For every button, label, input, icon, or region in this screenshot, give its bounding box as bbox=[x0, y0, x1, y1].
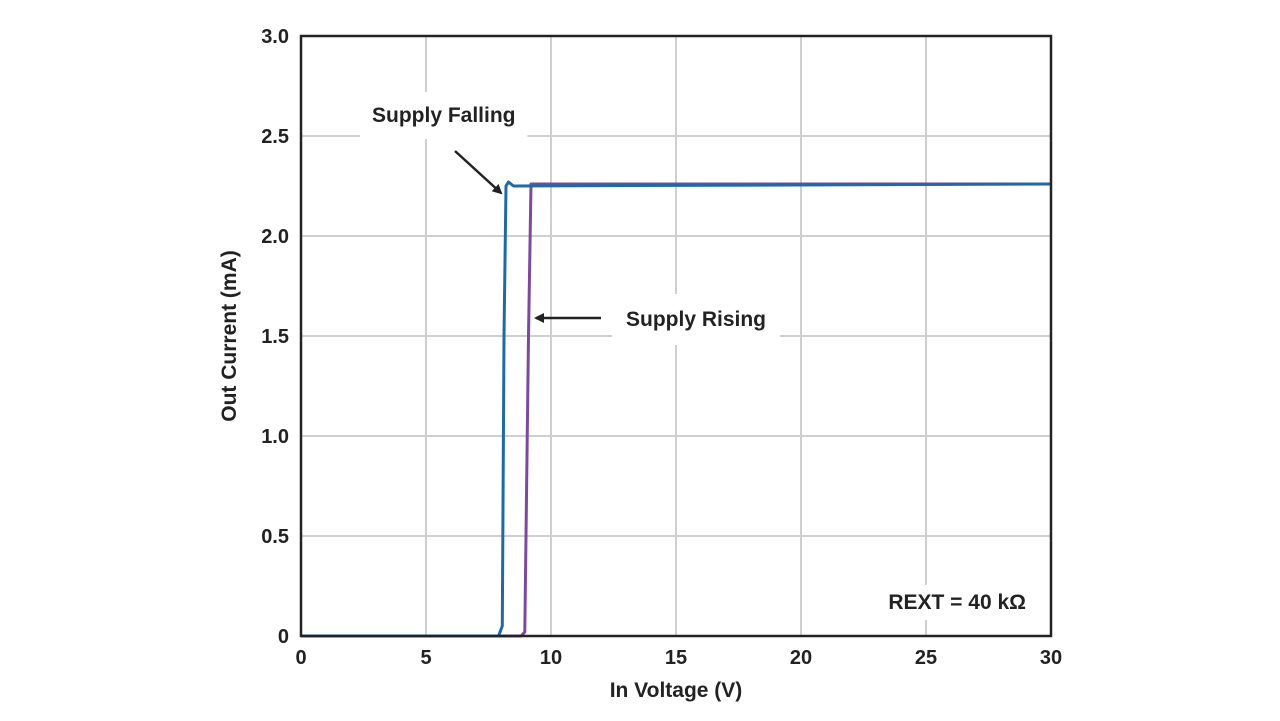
x-tick-label: 20 bbox=[790, 647, 812, 669]
x-tick-label: 10 bbox=[540, 647, 562, 669]
x-tick-label: 5 bbox=[420, 647, 431, 669]
y-tick-label: 0 bbox=[278, 626, 289, 648]
tick-labels: 0 5 10 15 20 25 30 0 0.5 1.0 1.5 2.0 2.5 3.0 bbox=[261, 26, 1062, 669]
series-line-supply-falling bbox=[301, 180, 1052, 638]
y-tick-label: 1.0 bbox=[261, 426, 289, 448]
y-axis-label: Out Current (mA) bbox=[218, 250, 241, 422]
annotation-falling-background bbox=[360, 92, 528, 139]
x-tick-label: 30 bbox=[1040, 647, 1062, 669]
annotation-rext: REXT = 40 kΩ bbox=[888, 591, 1026, 614]
grid bbox=[301, 36, 1051, 636]
x-axis-label: In Voltage (V) bbox=[610, 679, 743, 702]
y-tick-label: 1.5 bbox=[261, 326, 289, 348]
y-tick-label: 2.0 bbox=[261, 226, 289, 248]
x-tick-label: 15 bbox=[665, 647, 687, 669]
plot-frame bbox=[299, 34, 1053, 638]
y-tick-label: 3.0 bbox=[261, 26, 289, 48]
x-tick-label: 25 bbox=[915, 647, 937, 669]
y-tick-label: 0.5 bbox=[261, 526, 289, 548]
annotation-rising-background bbox=[612, 294, 781, 345]
annotation-supply-rising: Supply Rising bbox=[626, 308, 766, 331]
y-tick-label: 2.5 bbox=[261, 126, 289, 148]
annotations: Supply Falling Supply Rising REXT = 40 k… bbox=[360, 92, 1032, 620]
annotation-rext-background bbox=[882, 585, 1032, 620]
annotation-falling-arrow bbox=[454, 150, 503, 195]
annotation-supply-falling: Supply Falling bbox=[372, 104, 516, 127]
x-tick-label: 0 bbox=[295, 647, 306, 669]
